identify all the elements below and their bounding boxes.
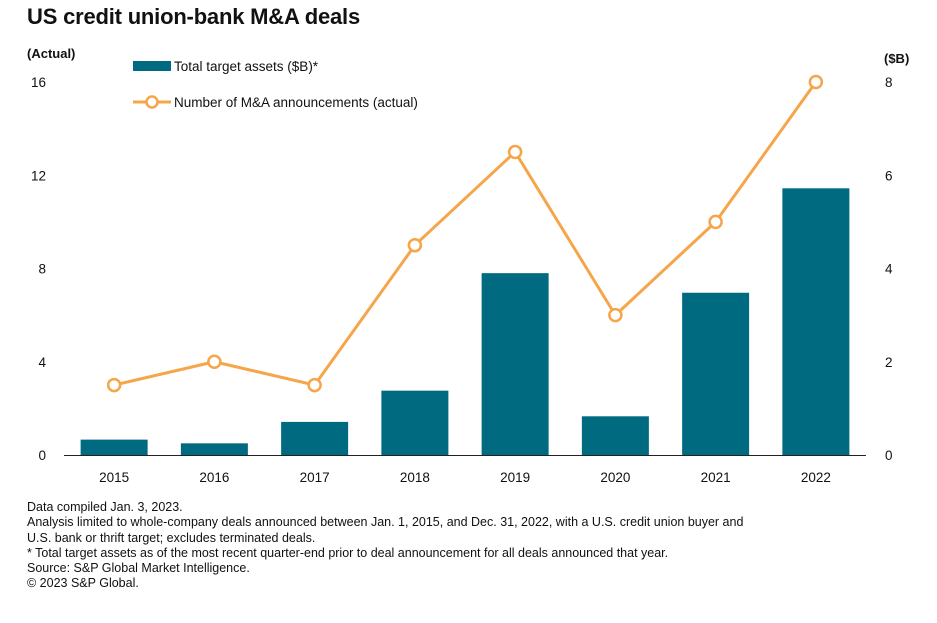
note-line: Source: S&P Global Market Intelligence. xyxy=(27,561,250,576)
line-point xyxy=(608,307,623,323)
line-point xyxy=(808,74,824,90)
note-line: Analysis limited to whole-company deals … xyxy=(27,515,744,530)
bar xyxy=(481,273,549,455)
right-axis-tick-label: 8 xyxy=(885,75,893,90)
line-point xyxy=(507,144,523,160)
x-axis-tick-label: 2018 xyxy=(400,470,430,485)
chart-plot: (Actual) ($B) Total target assets ($B)* … xyxy=(27,46,909,485)
line-point xyxy=(407,237,423,253)
right-axis: 0 2 4 6 8 xyxy=(885,75,893,463)
bar xyxy=(281,421,349,455)
left-axis-label: (Actual) xyxy=(27,46,75,61)
left-axis: 0 4 8 12 16 xyxy=(31,75,47,463)
line-point xyxy=(207,354,222,369)
bar xyxy=(381,390,449,455)
legend-bar-swatch xyxy=(133,61,171,71)
chart-notes: Data compiled Jan. 3, 2023. Analysis lim… xyxy=(27,500,927,592)
x-axis-tick-label: 2022 xyxy=(801,470,831,485)
right-axis-tick-label: 6 xyxy=(885,168,893,183)
legend-bar-label: Total target assets ($B)* xyxy=(174,59,319,74)
x-axis-tick-label: 2020 xyxy=(600,470,630,485)
x-axis-tick-label: 2021 xyxy=(701,470,731,485)
legend: Total target assets ($B)* Number of M&A … xyxy=(133,59,418,110)
bar xyxy=(782,188,850,455)
x-axis-tick-label: 2017 xyxy=(300,470,330,485)
right-axis-tick-label: 2 xyxy=(885,355,893,370)
right-axis-tick-label: 4 xyxy=(885,262,893,277)
line-series xyxy=(106,74,824,393)
announcements-line xyxy=(113,81,818,387)
note-line: * Total target assets as of the most rec… xyxy=(27,545,669,560)
left-axis-tick-label: 16 xyxy=(31,75,46,90)
line-point xyxy=(708,214,723,230)
line-point xyxy=(106,377,122,393)
right-axis-label: ($B) xyxy=(884,51,909,66)
bar xyxy=(180,443,248,455)
bar-series xyxy=(80,188,850,455)
note-line: U.S. bank or thrift target; excludes ter… xyxy=(27,530,316,545)
legend-line-label: Number of M&A announcements (actual) xyxy=(174,95,418,110)
x-axis-tick-label: 2019 xyxy=(500,470,530,485)
left-axis-tick-label: 12 xyxy=(31,168,46,183)
legend-line-marker xyxy=(145,95,159,109)
left-axis-tick-label: 0 xyxy=(38,448,46,463)
note-line: © 2023 S&P Global. xyxy=(27,576,139,591)
x-axis: 2015 2016 2017 2018 2019 2020 2021 2022 xyxy=(99,470,831,485)
x-axis-tick-label: 2015 xyxy=(99,470,129,485)
left-axis-tick-label: 4 xyxy=(38,355,46,370)
bar xyxy=(682,292,750,455)
chart-title: US credit union-bank M&A deals xyxy=(27,4,361,29)
x-axis-tick-label: 2016 xyxy=(199,470,229,485)
right-axis-tick-label: 0 xyxy=(885,448,893,463)
bar xyxy=(581,416,649,455)
left-axis-tick-label: 8 xyxy=(38,262,46,277)
line-point xyxy=(307,377,322,393)
bar xyxy=(80,439,148,455)
note-line: Data compiled Jan. 3, 2023. xyxy=(27,500,183,514)
